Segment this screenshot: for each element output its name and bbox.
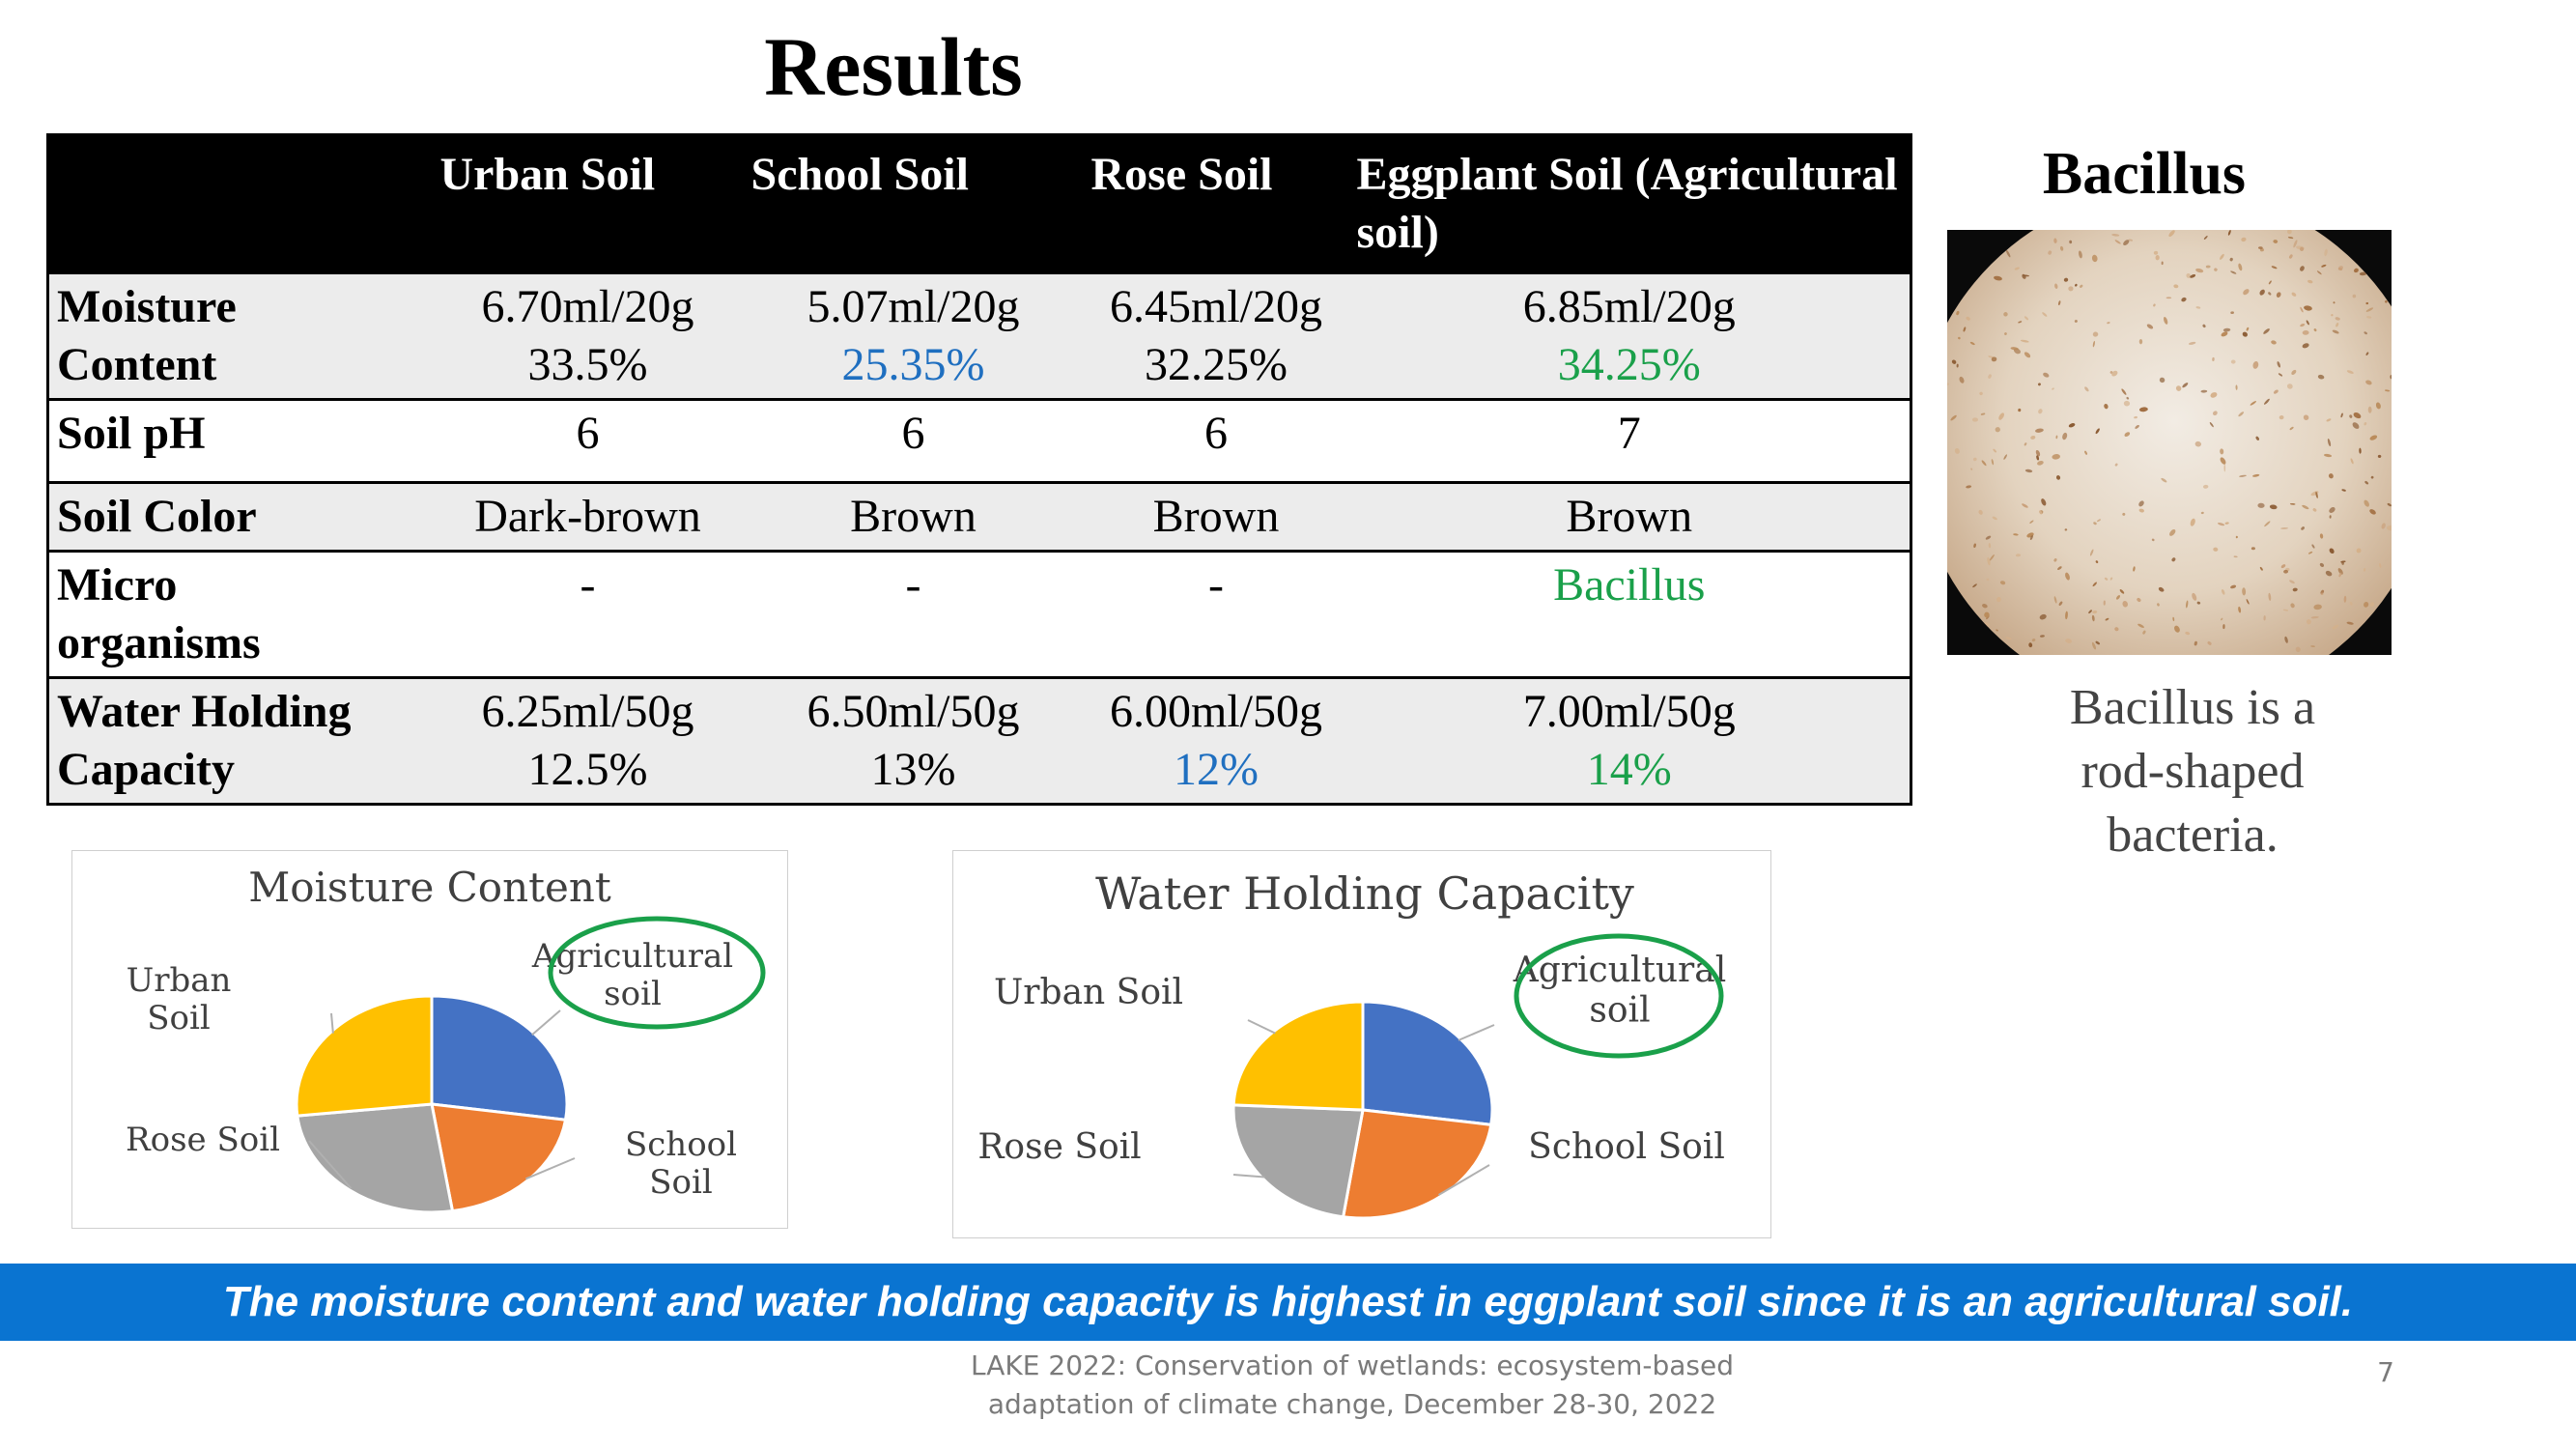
- table-cell: 5.07ml/20g 25.35%: [743, 271, 1084, 400]
- chart-title: Water Holding Capacity: [1095, 867, 1634, 920]
- header-urban-soil: Urban Soil: [432, 134, 744, 273]
- row-label: Moisture Content: [47, 271, 433, 400]
- header-eggplant-soil: Eggplant Soil (Agricultural soil): [1348, 134, 1911, 273]
- leader-line: [1458, 1024, 1495, 1041]
- results-table: Urban Soil School Soil Rose Soil Eggplan…: [46, 133, 1912, 806]
- conclusion-banner: The moisture content and water holding c…: [0, 1264, 2576, 1341]
- pie-slice-urban-soil: [1231, 1000, 1365, 1112]
- slide-title: Results: [764, 20, 1023, 113]
- highlight-ellipse: [1514, 933, 1724, 1059]
- pie-label-rose-soil: Rose Soil: [977, 1127, 1141, 1167]
- row-soil-ph: Soil pH 6 6 6 7: [47, 398, 1911, 483]
- pie-label-rose-soil: Rose Soil: [126, 1121, 280, 1159]
- table-cell: 7.00ml/50g 14%: [1348, 676, 1911, 805]
- chart-title: Moisture Content: [248, 864, 611, 911]
- row-water-holding-capacity: Water Holding Capacity 6.25ml/50g 12.5% 6.…: [47, 676, 1911, 805]
- pie-label-urban-soil: Urban Soil: [994, 973, 1183, 1012]
- table-cell: 6.70ml/20g 33.5%: [432, 271, 744, 400]
- water-holding-capacity-chart: Water Holding Capacity Agricultural soil Sc…: [952, 850, 1771, 1238]
- row-microorganisms: Micro organisms - - - Bacillus: [47, 550, 1911, 678]
- pie-slice-urban-soil: [295, 994, 434, 1118]
- table-cell: Brown: [1348, 481, 1911, 552]
- pie-slice-school-soil: [1341, 1108, 1493, 1220]
- pie-slice-rose-soil: [1231, 1103, 1365, 1219]
- row-label: Water Holding Capacity: [47, 676, 433, 805]
- moisture-content-chart: Moisture Content Agricultural soil School So…: [71, 850, 788, 1229]
- pie-slice-school-soil: [430, 1102, 568, 1213]
- page-number: 7: [2377, 1356, 2394, 1388]
- leader-line: [531, 1009, 561, 1037]
- table-cell: 6: [743, 398, 1084, 483]
- leader-line: [308, 1140, 353, 1189]
- table-cell: 6.50ml/50g 13%: [743, 676, 1084, 805]
- highlight-ellipse: [548, 916, 766, 1030]
- leader-line: [1247, 1019, 1276, 1035]
- leader-line: [525, 1157, 576, 1180]
- water-holding-capacity-pie: Water Holding Capacity Agricultural soil Sc…: [977, 867, 1726, 1220]
- row-moisture-content: Moisture Content 6.70ml/20g 33.5% 5.07ml/2…: [47, 271, 1911, 400]
- table-cell: -: [432, 550, 744, 678]
- row-label: Micro organisms: [47, 550, 433, 678]
- table-cell: -: [743, 550, 1084, 678]
- row-label: Soil pH: [47, 398, 433, 483]
- conclusion-text: The moisture content and water holding c…: [222, 1278, 2354, 1325]
- table-cell: Bacillus: [1348, 550, 1911, 678]
- bacillus-microscope-image: [1947, 230, 2392, 655]
- table-cell: Dark-brown: [432, 481, 744, 552]
- table-cell: 6.25ml/50g 12.5%: [432, 676, 744, 805]
- pie-slice-agricultural-soil: [1361, 1000, 1494, 1126]
- pie-label-school-soil: School Soil: [1528, 1127, 1725, 1167]
- bacillus-title: Bacillus: [2042, 141, 2247, 207]
- table-cell: 7: [1348, 398, 1911, 483]
- table-cell: 6.45ml/20g 32.25%: [1083, 271, 1349, 400]
- table-cell: 6: [432, 398, 744, 483]
- row-soil-color: Soil Color Dark-brown Brown Brown Brown: [47, 481, 1911, 552]
- footer-conference-text: LAKE 2022: Conservation of wetlands: eco…: [971, 1350, 1734, 1420]
- pie-slice-rose-soil: [296, 1102, 455, 1214]
- pie-slice-agricultural-soil: [430, 994, 569, 1122]
- header-cell-empty: [47, 134, 433, 273]
- leader-line: [330, 1012, 334, 1034]
- header-rose-soil: Rose Soil: [1083, 134, 1349, 273]
- table-cell: Brown: [743, 481, 1084, 552]
- pie-label-agricultural-soil: Agricultural soil: [1513, 951, 1726, 1030]
- pie-label-school-soil: School Soil: [625, 1125, 737, 1202]
- pie-label-urban-soil: Urban Soil: [127, 961, 232, 1037]
- table-cell: -: [1083, 550, 1349, 678]
- leader-line: [1232, 1174, 1265, 1179]
- table-cell: 6.00ml/50g 12%: [1083, 676, 1349, 805]
- row-label: Soil Color: [47, 481, 433, 552]
- bacillus-caption: Bacillus is a rod-shaped bacteria.: [2069, 680, 2316, 863]
- table-header-row: Urban Soil School Soil Rose Soil Eggplan…: [47, 134, 1911, 273]
- table-cell: 6.85ml/20g 34.25%: [1348, 271, 1911, 400]
- table-cell: Brown: [1083, 481, 1349, 552]
- header-school-soil: School Soil: [743, 134, 1084, 273]
- table-cell: 6: [1083, 398, 1349, 483]
- leader-line: [1437, 1164, 1490, 1196]
